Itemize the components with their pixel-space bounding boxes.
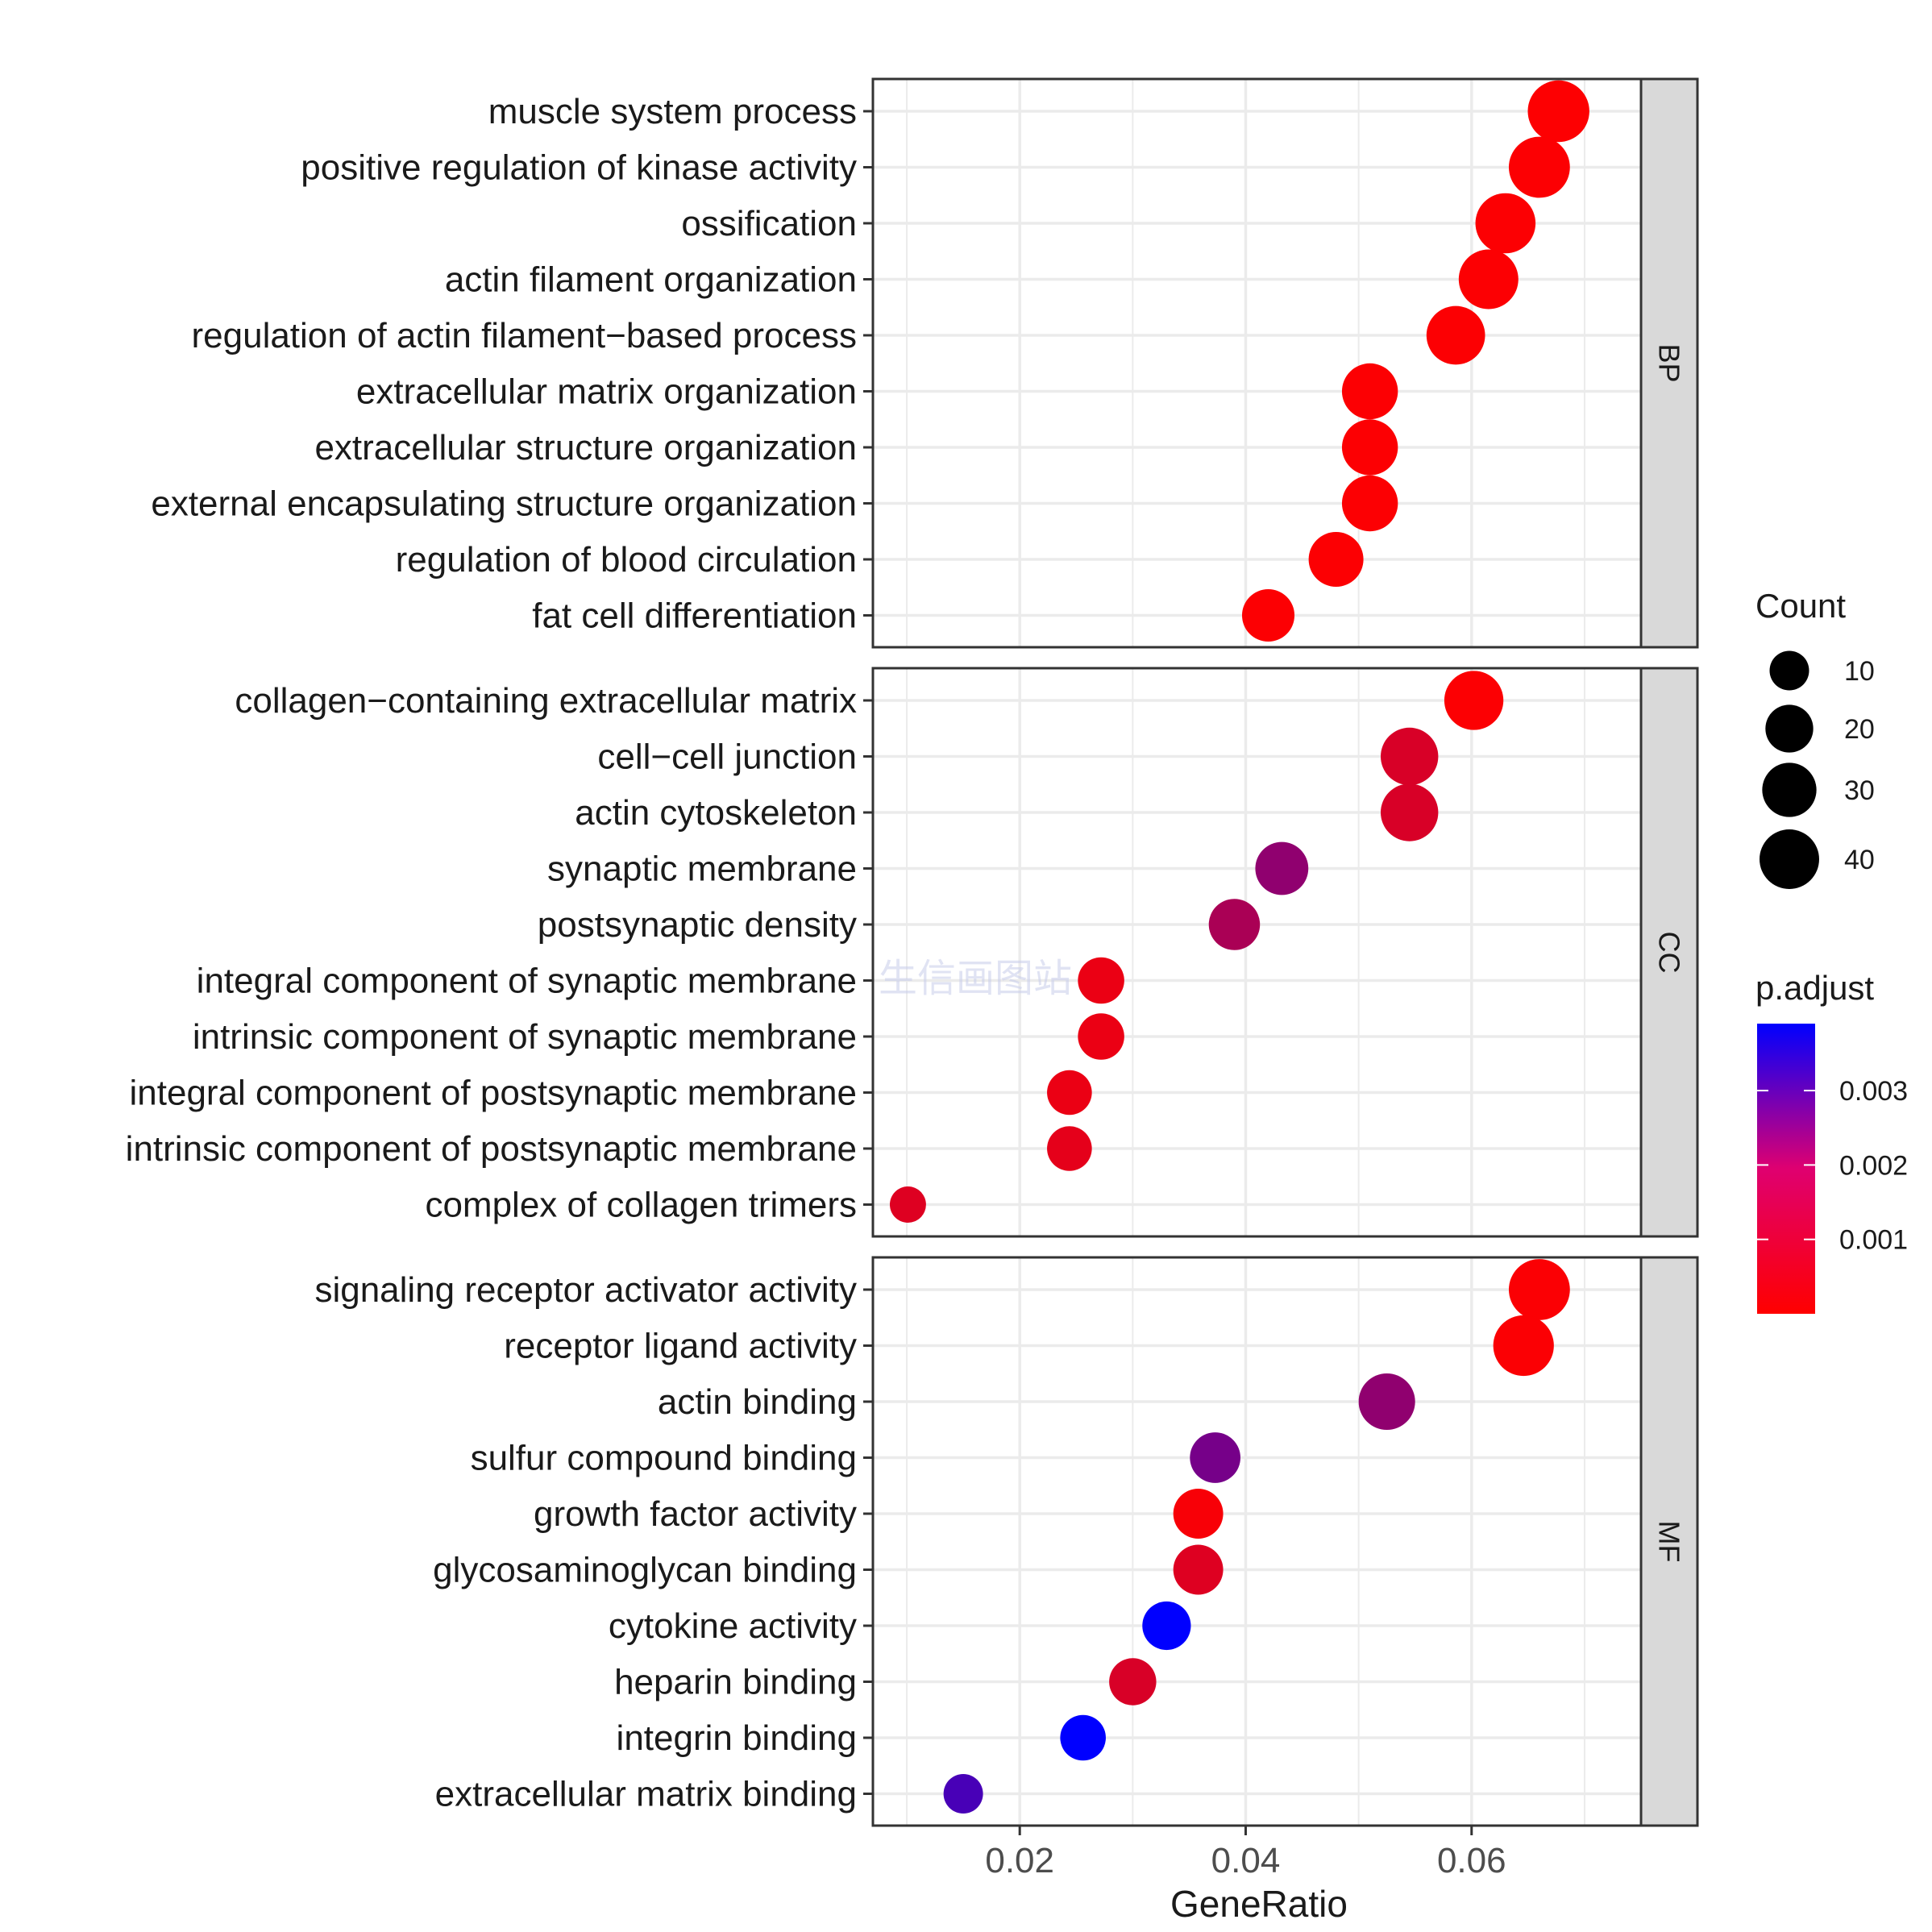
- data-point: [1508, 136, 1570, 198]
- y-tick-label: cytokine activity: [609, 1606, 857, 1646]
- x-tick-label: 0.02: [985, 1841, 1054, 1880]
- y-tick-label: heparin binding: [614, 1663, 857, 1702]
- data-point: [1444, 671, 1504, 730]
- y-tick-label: external encapsulating structure organiz…: [151, 484, 857, 524]
- y-tick-label: actin binding: [658, 1382, 857, 1422]
- data-point: [1458, 249, 1519, 310]
- facet-strip-label: CC: [1653, 932, 1686, 974]
- count-legend-label: 30: [1844, 775, 1875, 806]
- count-legend-label: 20: [1844, 714, 1875, 745]
- data-point: [1142, 1601, 1191, 1651]
- data-point: [1109, 1658, 1157, 1706]
- data-point: [1341, 475, 1398, 532]
- data-point: [1475, 193, 1536, 254]
- facet-strip: [1639, 667, 1699, 1238]
- data-point: [889, 1186, 926, 1223]
- count-legend-key: [1765, 704, 1814, 753]
- facet-panel-cc: collagen−containing extracellular matrix…: [126, 667, 1699, 1238]
- y-tick-label: integrin binding: [617, 1718, 857, 1758]
- data-point: [1341, 419, 1398, 476]
- y-tick-label: actin cytoskeleton: [575, 793, 857, 833]
- y-tick-label: receptor ligand activity: [504, 1327, 857, 1366]
- data-point: [1380, 727, 1439, 786]
- data-point: [1255, 841, 1309, 895]
- y-tick-label: sulfur compound binding: [471, 1439, 857, 1478]
- y-tick-label: regulation of actin filament−based proce…: [192, 316, 858, 355]
- data-point: [1060, 1714, 1106, 1761]
- y-tick-label: complex of collagen trimers: [425, 1186, 857, 1225]
- y-tick-label: collagen−containing extracellular matrix: [235, 681, 857, 721]
- facet-panels: muscle system process positive regulation…: [126, 77, 1699, 1827]
- facet-strip: [1639, 1256, 1699, 1827]
- count-legend-key: [1769, 650, 1809, 691]
- y-tick-label: cell−cell junction: [597, 737, 857, 777]
- p-adjust-colorbar: [1757, 1024, 1815, 1314]
- y-tick-label: actin filament organization: [445, 260, 857, 300]
- data-point: [1173, 1489, 1224, 1539]
- facet-panel-bp: muscle system process positive regulation…: [151, 77, 1699, 649]
- data-point: [1190, 1432, 1240, 1483]
- y-tick-label: integral component of synaptic membrane: [197, 962, 857, 1001]
- data-point: [1493, 1315, 1554, 1377]
- y-tick-label: extracellular matrix binding: [435, 1775, 857, 1814]
- count-legend-key: [1762, 762, 1817, 817]
- y-tick-label: glycosaminoglycan binding: [433, 1551, 857, 1590]
- data-point: [1078, 1013, 1124, 1060]
- data-point: [1358, 1373, 1415, 1431]
- x-axis: 0.02 0.04 0.06: [985, 1826, 1506, 1880]
- y-tick-label: extracellular structure organization: [314, 428, 857, 467]
- count-legend: Count 10 20 30 40: [1755, 587, 1875, 889]
- y-tick-label: ossification: [681, 204, 857, 243]
- y-tick-label: extracellular matrix organization: [356, 372, 857, 412]
- facet-strip-label: MF: [1653, 1521, 1686, 1563]
- count-legend-label: 40: [1844, 845, 1875, 875]
- y-tick-label: intrinsic component of synaptic membrane: [193, 1017, 857, 1057]
- y-tick-label: positive regulation of kinase activity: [301, 148, 857, 188]
- y-tick-label: intrinsic component of postsynaptic memb…: [126, 1129, 857, 1169]
- facet-strip: [1639, 77, 1699, 649]
- colorbar-label: 0.001: [1839, 1225, 1908, 1256]
- x-tick-label: 0.06: [1437, 1841, 1506, 1880]
- y-tick-label: muscle system process: [488, 92, 857, 131]
- data-point: [1426, 305, 1485, 365]
- data-point: [1508, 1259, 1570, 1320]
- count-legend-title: Count: [1755, 587, 1846, 625]
- colorbar-label: 0.002: [1839, 1150, 1908, 1181]
- p-adjust-legend: p.adjust 0.003 0.002 0.001: [1755, 969, 1908, 1314]
- x-axis-title: GeneRatio: [1170, 1883, 1348, 1925]
- count-legend-label: 10: [1844, 656, 1875, 687]
- count-legend-key: [1760, 829, 1819, 889]
- data-point: [1208, 899, 1261, 950]
- data-point: [1380, 783, 1439, 841]
- data-point: [1173, 1544, 1224, 1595]
- data-point: [1527, 80, 1589, 143]
- data-point: [1241, 588, 1295, 642]
- panel-background: [873, 668, 1641, 1236]
- y-tick-label: synaptic membrane: [547, 850, 857, 889]
- colorbar-label: 0.003: [1839, 1076, 1908, 1107]
- data-point: [1308, 532, 1364, 587]
- y-tick-label: growth factor activity: [534, 1494, 857, 1534]
- data-point: [1047, 1070, 1092, 1116]
- watermark-text: 生信画图站: [879, 956, 1072, 1001]
- y-tick-label: signaling receptor activator activity: [314, 1270, 857, 1310]
- p-adjust-legend-title: p.adjust: [1755, 969, 1874, 1007]
- facet-strip-label: BP: [1653, 343, 1686, 382]
- y-tick-label: fat cell differentiation: [532, 596, 857, 636]
- data-point: [1047, 1126, 1092, 1171]
- data-point: [1078, 957, 1124, 1004]
- y-tick-label: regulation of blood circulation: [396, 540, 857, 580]
- y-tick-label: integral component of postsynaptic membr…: [130, 1074, 858, 1113]
- data-point: [1341, 363, 1398, 420]
- x-tick-label: 0.04: [1211, 1841, 1281, 1880]
- facet-panel-mf: signaling receptor activator activity rec…: [314, 1256, 1699, 1827]
- y-tick-label: postsynaptic density: [538, 905, 857, 945]
- data-point: [943, 1774, 983, 1814]
